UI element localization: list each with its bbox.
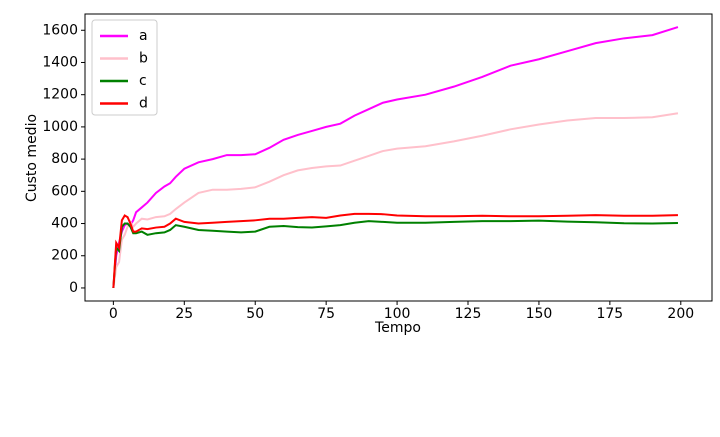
series-line <box>112 112 679 289</box>
x-tick-label: 50 <box>246 306 264 322</box>
series-line <box>112 212 678 289</box>
legend-label: d <box>139 96 148 112</box>
y-axis-label: Custo medio <box>24 114 40 202</box>
x-tick-label: 75 <box>317 306 335 322</box>
x-tick-label: 175 <box>596 306 623 322</box>
y-tick-label: 1000 <box>42 119 78 135</box>
y-tick-label: 0 <box>69 280 78 296</box>
series-line <box>112 26 679 289</box>
legend-label: b <box>139 51 148 67</box>
y-tick-label: 1200 <box>42 87 78 103</box>
x-tick-label: 25 <box>175 306 193 322</box>
y-tick-label: 200 <box>51 248 78 264</box>
x-tick-label: 125 <box>455 306 482 322</box>
legend-box <box>91 19 158 116</box>
plot-frame <box>84 13 713 302</box>
x-tick-label: 0 <box>109 306 118 322</box>
legend-label: a <box>139 28 148 44</box>
y-tick-label: 1600 <box>42 22 78 38</box>
x-axis-label: Tempo <box>374 320 421 336</box>
legend-label: c <box>139 73 147 89</box>
x-tick-label: 150 <box>526 306 553 322</box>
y-tick-label: 600 <box>51 183 78 199</box>
y-tick-label: 400 <box>51 216 78 232</box>
y-tick-label: 800 <box>51 151 78 167</box>
y-tick-label: 1400 <box>42 54 78 70</box>
x-tick-label: 100 <box>384 306 411 322</box>
x-tick-label: 200 <box>667 306 694 322</box>
series-line <box>112 219 678 289</box>
